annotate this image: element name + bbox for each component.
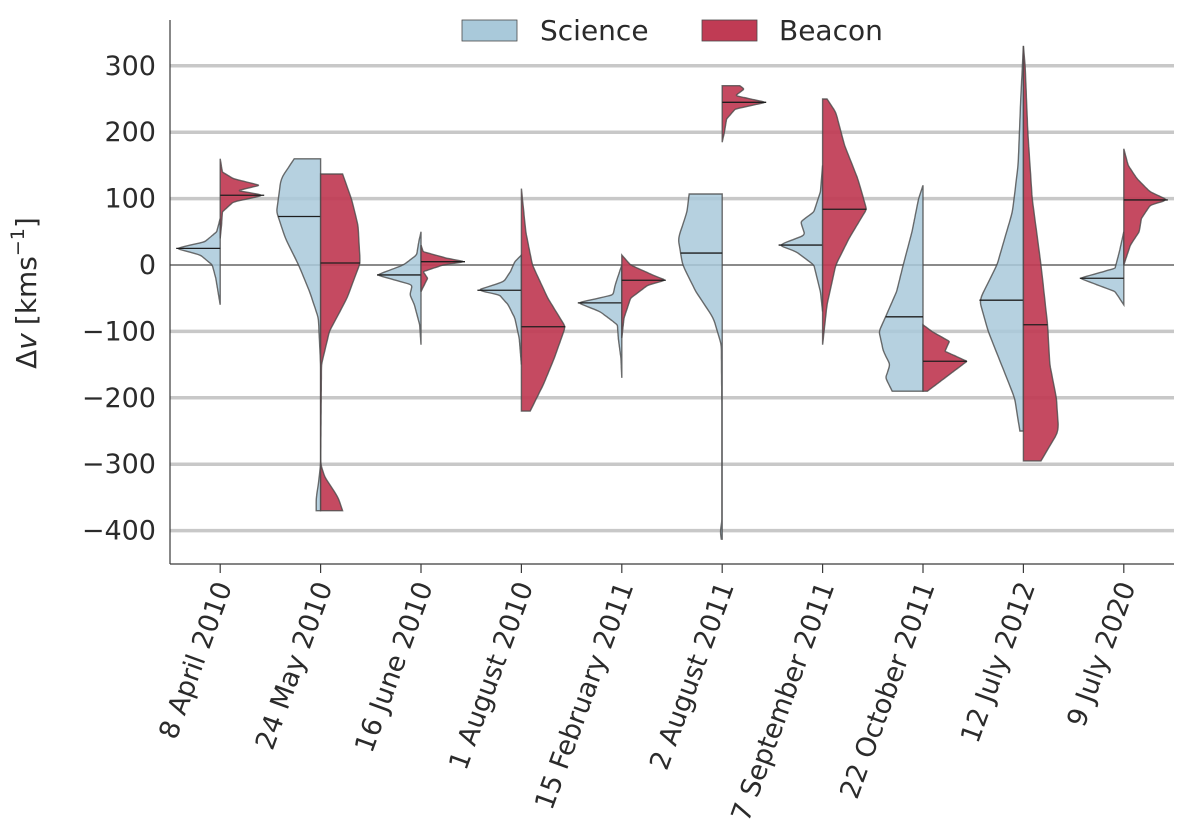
violin-science <box>579 264 623 378</box>
legend-label-science: Science <box>540 14 649 47</box>
violin-science <box>780 165 824 312</box>
legend-swatch-beacon <box>701 19 758 42</box>
x-tick-label: 15 February 2011 <box>529 578 640 814</box>
y-tick-label: 0 <box>139 250 156 281</box>
x-tick-label: 9 July 2020 <box>1061 578 1142 731</box>
legend-label-beacon: Beacon <box>779 14 883 47</box>
x-tick-label: 7 September 2011 <box>726 578 841 826</box>
x-tick-labels: 8 April 2010 24 May 2010 16 June 2010 1 Aug… <box>153 564 1142 825</box>
violins <box>176 45 1168 540</box>
violin-science <box>878 185 924 392</box>
violin-science <box>276 158 322 512</box>
violin-science <box>678 193 723 540</box>
x-tick-label: 2 August 2011 <box>644 578 741 774</box>
axes <box>169 20 1174 565</box>
y-tick-label: 100 <box>104 184 156 215</box>
y-tick-label: 300 <box>104 51 156 82</box>
violin-science <box>1080 231 1125 308</box>
violin-beacon <box>922 323 968 392</box>
x-tick-label: 8 April 2010 <box>153 578 238 743</box>
violin-beacon <box>1022 45 1059 462</box>
legend-swatch-science <box>461 19 518 42</box>
x-tick-label: 1 August 2010 <box>443 578 540 774</box>
x-tick-label: 22 October 2011 <box>834 578 941 803</box>
y-tick-labels: 300 200 100 0 −100 −200 −300 −400 <box>82 51 156 547</box>
y-axis-label-close: ] <box>10 217 43 228</box>
violin-science <box>479 253 523 365</box>
x-tick-label: 24 May 2010 <box>250 578 339 754</box>
violin-beacon <box>621 253 665 339</box>
violin-science <box>377 231 422 345</box>
y-tick-label: −100 <box>82 316 156 347</box>
violin-beacon <box>520 188 566 412</box>
violin-beacon <box>319 173 361 512</box>
x-tick-label: 16 June 2010 <box>349 578 439 757</box>
violin-beacon <box>420 244 464 292</box>
y-tick-label: 200 <box>104 117 156 148</box>
y-axis-label: Δv [kms−1] <box>7 217 43 369</box>
violin-beacon <box>821 98 867 345</box>
violin-beacon <box>219 158 262 239</box>
y-axis-label-prefix: Δ <box>10 350 43 369</box>
y-tick-label: −300 <box>82 449 156 480</box>
violin-science <box>979 45 1025 432</box>
y-axis-label-var: v <box>10 333 43 350</box>
y-axis-label-unit: [kms <box>10 256 43 325</box>
violin-science <box>177 218 221 305</box>
y-tick-label: −400 <box>82 516 156 547</box>
x-tick-label: 12 July 2012 <box>955 578 1042 747</box>
y-tick-label: −200 <box>82 383 156 414</box>
violin-beacon <box>1123 148 1167 266</box>
violin-beacon <box>721 85 765 143</box>
legend: Science Beacon <box>461 14 883 47</box>
y-axis-label-exponent: −1 <box>7 228 29 256</box>
